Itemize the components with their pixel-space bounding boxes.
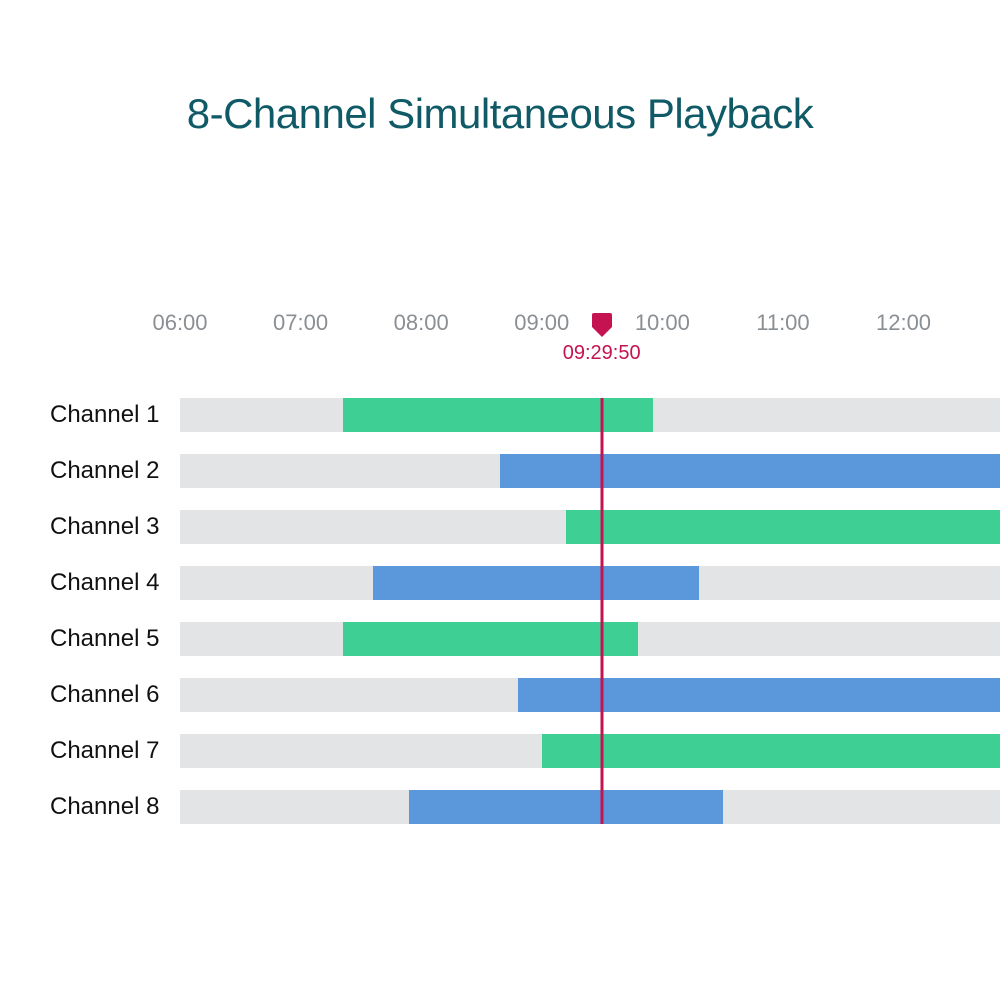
channel-track[interactable] bbox=[180, 566, 1000, 600]
channel-track[interactable] bbox=[180, 398, 1000, 432]
channel-row: Channel 5 bbox=[50, 622, 1000, 656]
channel-row: Channel 2 bbox=[50, 454, 1000, 488]
channel-label: Channel 8 bbox=[50, 793, 159, 821]
axis-tick: 09:00 bbox=[514, 310, 569, 336]
recording-segment[interactable] bbox=[542, 734, 1000, 768]
channel-track[interactable] bbox=[180, 454, 1000, 488]
axis-tick: 08:00 bbox=[394, 310, 449, 336]
channel-track[interactable] bbox=[180, 734, 1000, 768]
channel-label: Channel 6 bbox=[50, 681, 159, 709]
axis-tick: 12:00 bbox=[876, 310, 931, 336]
channel-rows: Channel 1 Channel 2 Channel 3 Channel 4 Chan… bbox=[50, 398, 1000, 824]
channel-label: Channel 7 bbox=[50, 737, 159, 765]
recording-segment[interactable] bbox=[343, 622, 638, 656]
channel-label: Channel 2 bbox=[50, 457, 159, 485]
playhead-marker-icon[interactable] bbox=[591, 312, 613, 338]
channel-track[interactable] bbox=[180, 622, 1000, 656]
channel-row: Channel 8 bbox=[50, 790, 1000, 824]
channel-track[interactable] bbox=[180, 790, 1000, 824]
recording-segment[interactable] bbox=[409, 790, 723, 824]
channel-row: Channel 7 bbox=[50, 734, 1000, 768]
timeline-chart: 06:00 07:00 08:00 09:00 10:00 11:00 12:00 09:2… bbox=[50, 310, 1000, 846]
channel-row: Channel 4 bbox=[50, 566, 1000, 600]
channel-track[interactable] bbox=[180, 510, 1000, 544]
playhead-line[interactable] bbox=[600, 398, 603, 824]
channel-row: Channel 1 bbox=[50, 398, 1000, 432]
page-title: 8-Channel Simultaneous Playback bbox=[0, 90, 1000, 138]
recording-segment[interactable] bbox=[500, 454, 1000, 488]
page-root: 8-Channel Simultaneous Playback 06:00 07:… bbox=[0, 0, 1000, 1000]
recording-segment[interactable] bbox=[343, 398, 653, 432]
channel-row: Channel 6 bbox=[50, 678, 1000, 712]
recording-segment[interactable] bbox=[518, 678, 1000, 712]
axis-tick: 07:00 bbox=[273, 310, 328, 336]
channel-label: Channel 4 bbox=[50, 569, 159, 597]
axis-tick: 10:00 bbox=[635, 310, 690, 336]
recording-segment[interactable] bbox=[566, 510, 1000, 544]
channel-label: Channel 5 bbox=[50, 625, 159, 653]
time-axis: 06:00 07:00 08:00 09:00 10:00 11:00 12:00 bbox=[50, 310, 1000, 350]
channel-row: Channel 3 bbox=[50, 510, 1000, 544]
axis-tick: 06:00 bbox=[152, 310, 207, 336]
playhead-time-label: 09:29:50 bbox=[563, 342, 641, 365]
recording-segment[interactable] bbox=[373, 566, 699, 600]
channel-label: Channel 3 bbox=[50, 513, 159, 541]
channel-label: Channel 1 bbox=[50, 401, 159, 429]
axis-tick: 11:00 bbox=[756, 310, 809, 336]
channel-track[interactable] bbox=[180, 678, 1000, 712]
